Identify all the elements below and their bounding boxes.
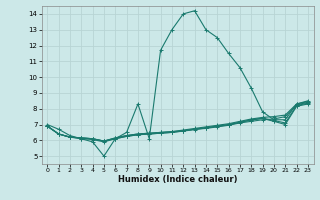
X-axis label: Humidex (Indice chaleur): Humidex (Indice chaleur) <box>118 175 237 184</box>
